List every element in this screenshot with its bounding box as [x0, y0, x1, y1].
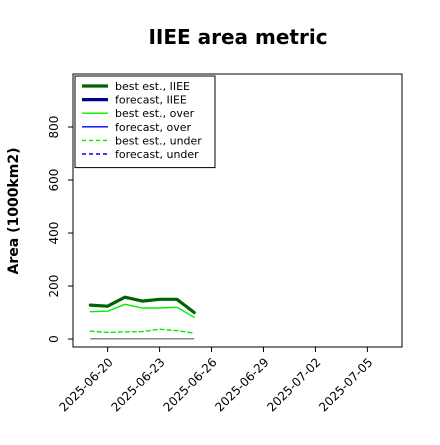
y-tick-label: 600	[47, 169, 61, 192]
x-tick-label: 2025-07-05	[316, 355, 375, 414]
series-line	[89, 328, 195, 334]
legend-label: best est., under	[115, 134, 202, 147]
x-tick-label: 2025-06-26	[160, 355, 219, 414]
y-axis-label: Area (1000km2)	[6, 148, 22, 275]
legend-label: best est., over	[115, 107, 195, 120]
x-tick-label: 2025-06-23	[108, 355, 167, 414]
x-tick-label: 2025-06-29	[212, 355, 271, 414]
y-tick-label: 400	[47, 222, 61, 245]
series-line	[88, 295, 196, 315]
y-tick-label: 800	[47, 116, 61, 139]
y-tick-label: 0	[47, 335, 61, 343]
series-line	[89, 303, 195, 318]
x-tick-label: 2025-07-02	[264, 355, 323, 414]
chart-title: IIEE area metric	[148, 25, 327, 49]
legend-box	[74, 75, 216, 169]
legend-label: forecast, IIEE	[115, 94, 187, 107]
plot-area: 02004006008002025-06-202025-06-232025-06…	[47, 73, 403, 414]
y-tick-label: 200	[47, 275, 61, 298]
x-tick-label: 2025-06-20	[57, 355, 116, 414]
plot-frame	[72, 73, 403, 348]
legend-label: forecast, under	[115, 148, 199, 161]
legend-label: best est., IIEE	[115, 80, 190, 93]
legend-label: forecast, over	[115, 121, 191, 134]
